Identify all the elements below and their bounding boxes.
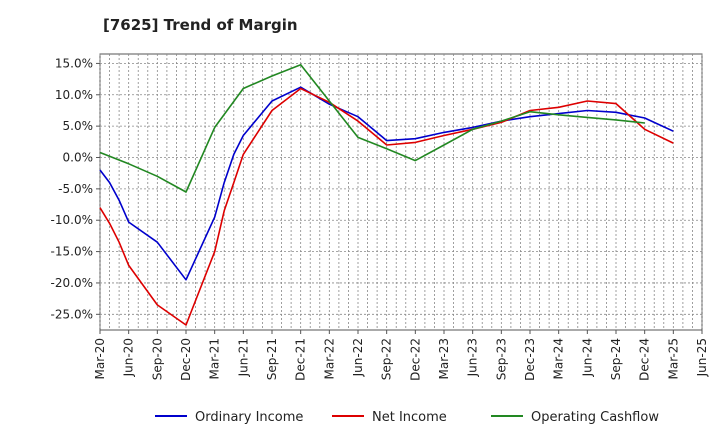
x-tick-label: Mar-21: [208, 338, 222, 379]
series-lines: [99, 63, 674, 326]
y-tick-label: 0.0%: [63, 151, 94, 165]
x-tick-label: Mar-25: [666, 338, 680, 379]
legend: Ordinary Income Net Income Operating Cashf…: [155, 410, 659, 425]
y-tick-label: 10.0%: [55, 88, 93, 102]
legend-label: Ordinary Income: [195, 410, 303, 425]
series-line-operating-cashflow: [99, 63, 645, 193]
x-tick-label: Jun-23: [466, 338, 480, 377]
y-tick-label: 15.0%: [55, 56, 93, 70]
x-tick-label: Mar-24: [552, 338, 566, 379]
x-tick-label: Jun-25: [695, 338, 709, 377]
plot-area: [99, 53, 703, 331]
x-tick-label: Sep-24: [609, 338, 623, 380]
x-tick-label: Mar-22: [322, 338, 336, 379]
y-tick-label: -20.0%: [51, 276, 93, 290]
gridlines: [99, 54, 703, 330]
series-line-ordinary-income: [99, 86, 674, 281]
x-tick-label: Dec-20: [179, 338, 193, 381]
x-tick-label: Sep-20: [150, 338, 164, 380]
x-tick-label: Dec-22: [408, 338, 422, 381]
legend-label: Net Income: [372, 410, 447, 425]
y-tick-label: -15.0%: [51, 245, 93, 259]
x-tick-label: Jun-20: [122, 338, 136, 377]
x-tick-label: Sep-22: [380, 338, 394, 380]
y-tick-label: -5.0%: [58, 182, 93, 196]
x-tick-label: Dec-24: [638, 338, 652, 381]
x-tick-label: Mar-23: [437, 338, 451, 379]
legend-label: Operating Cashflow: [531, 410, 659, 425]
chart-title: [7625] Trend of Margin: [103, 16, 298, 34]
x-tick-label: Jun-24: [580, 338, 594, 377]
x-tick-label: Sep-21: [265, 338, 279, 380]
x-tick-label: Sep-23: [494, 338, 508, 380]
x-axis-ticks: Mar-20 Jun-20 Sep-20 Dec-20 Mar-21 Jun-21 Sep-…: [93, 330, 709, 381]
x-tick-label: Mar-20: [93, 338, 107, 379]
x-tick-label: Jun-21: [236, 338, 250, 377]
x-tick-label: Dec-21: [294, 338, 308, 381]
y-tick-label: -25.0%: [51, 307, 93, 321]
y-tick-label: -10.0%: [51, 213, 93, 227]
series-line-net-income: [99, 87, 674, 326]
y-axis-ticks: 15.0% 10.0% 5.0% 0.0% -5.0% -10.0% -15.0% -20.0…: [51, 56, 100, 321]
x-tick-label: Jun-22: [351, 338, 365, 377]
y-tick-label: 5.0%: [63, 119, 94, 133]
x-tick-label: Dec-23: [523, 338, 537, 381]
